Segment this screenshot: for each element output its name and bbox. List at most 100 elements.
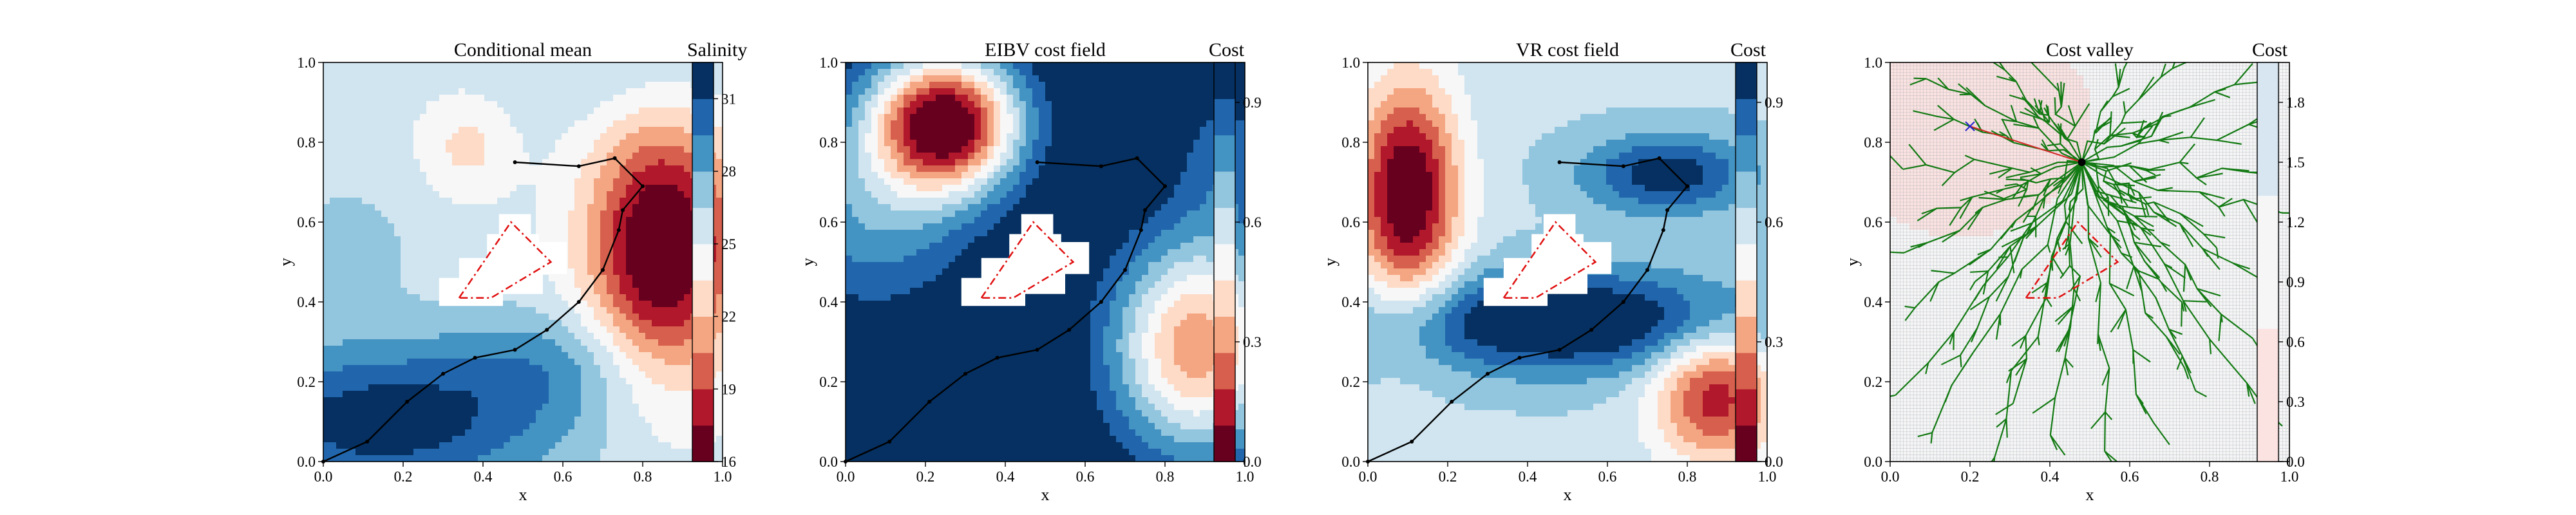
y-tick-label: 0.0: [1864, 454, 1882, 470]
colorbar-tick-label: 0.6: [2286, 334, 2305, 350]
y-tick-label: 0.6: [1864, 214, 1882, 230]
tree-twig: [1998, 167, 2013, 179]
colorbar-swatch: [1736, 207, 1757, 245]
y-tick-label: 0.8: [297, 135, 316, 151]
colorbar-tick-label: 25: [721, 236, 736, 252]
tree-twig: [2095, 117, 2112, 134]
tree-twig: [2141, 227, 2155, 232]
tree-twig: [2112, 183, 2128, 207]
tree-twig: [2172, 62, 2176, 69]
y-tick-label: 0.4: [819, 294, 838, 310]
x-tick-label: 0.8: [634, 469, 652, 485]
tree-twig: [1998, 62, 2005, 71]
tree-branch: [1926, 78, 2083, 164]
tree-twig: [2024, 98, 2031, 107]
tree-twig: [2033, 98, 2040, 115]
x-tick-label: 0.8: [2201, 469, 2219, 485]
tree-twig: [1917, 207, 1938, 221]
tree-twig: [1941, 172, 1955, 187]
colorbar-swatch: [692, 207, 714, 245]
colorbar-tick-label: 0.9: [2286, 274, 2305, 290]
y-tick-label: 1.0: [1341, 55, 1360, 71]
tree-twig: [1959, 196, 1973, 220]
tree-twig: [2109, 111, 2112, 136]
path-waypoint: [365, 440, 370, 444]
path-waypoint: [612, 156, 617, 160]
tree-twig: [2184, 264, 2192, 281]
tree-twig: [2138, 192, 2146, 218]
obstacle-boundary: [1502, 221, 1597, 299]
tree-twig: [2196, 173, 2223, 179]
tree-twig: [2024, 108, 2046, 122]
tree-twig: [2005, 178, 2029, 182]
tree-branch: [2081, 84, 2235, 163]
tree-branch: [2081, 68, 2125, 163]
path-waypoint: [1410, 440, 1414, 444]
path-waypoint: [1517, 355, 1522, 360]
tree-twig: [1904, 305, 1915, 309]
panel-title: Cost valley: [2046, 39, 2134, 61]
x-tick-label: 0.2: [394, 469, 413, 485]
tree-twig: [2052, 127, 2061, 135]
tree-twig: [1930, 433, 1933, 444]
path-waypoint: [1135, 156, 1139, 160]
path-waypoint: [1665, 208, 1669, 212]
colorbar-swatch: [1736, 280, 1757, 317]
tree-twig: [2008, 77, 2017, 82]
tree-twig: [2117, 309, 2126, 330]
path-waypoint: [1685, 184, 1689, 189]
y-tick-label: 1.0: [297, 55, 316, 71]
path-waypoint: [1123, 268, 1127, 272]
path-waypoint: [1486, 371, 1490, 376]
path-waypoint: [963, 371, 967, 376]
tree-twig: [2058, 330, 2070, 353]
path-waypoint: [1035, 348, 1039, 352]
tree-twig: [2067, 105, 2076, 127]
tree-twig: [2005, 370, 2012, 384]
tree-twig: [2001, 233, 2027, 248]
tree-branch: [1903, 162, 2083, 254]
tree-twig: [2104, 450, 2118, 462]
tree-twig: [2070, 276, 2081, 292]
tree-twig: [1974, 285, 1984, 301]
tree-twig: [2088, 238, 2102, 258]
tree-twig: [2183, 367, 2190, 380]
tree-twig: [2172, 62, 2188, 70]
colorbar-tick-label: 28: [721, 164, 736, 180]
y-tick-label: 0.2: [1864, 374, 1882, 390]
path-waypoint: [1099, 300, 1103, 304]
tree-twig: [1995, 276, 2009, 302]
tree-twig: [1940, 354, 1961, 366]
path-waypoint: [1645, 268, 1649, 272]
path-waypoint: [513, 348, 517, 352]
tree-twig: [2060, 123, 2062, 144]
tree-twig: [2057, 178, 2065, 194]
tree-twig: [2103, 180, 2125, 196]
tree-twig: [2199, 191, 2208, 196]
tree-twig: [2054, 304, 2075, 323]
tree-twig: [1996, 246, 2011, 269]
tree-twig: [1991, 456, 1996, 462]
tree-twig: [2134, 215, 2158, 218]
tree-twig: [2138, 270, 2160, 281]
tree-branch: [2081, 68, 2174, 163]
tree-twig: [1995, 314, 2002, 340]
next-waypoint-marker: [1965, 121, 1975, 131]
tree-twig: [2136, 135, 2146, 138]
colorbar-swatch: [692, 62, 714, 99]
colorbar-swatch: [1214, 316, 1235, 353]
colorbar-swatch: [692, 280, 714, 317]
tree-twig: [1942, 230, 1960, 243]
tree-twig: [2218, 198, 2233, 208]
tree-twig: [2166, 336, 2181, 355]
tree-twig: [2000, 220, 2016, 240]
tree-twig: [2179, 223, 2194, 247]
tree-twig: [2214, 88, 2226, 93]
tree-twig: [2032, 397, 2056, 414]
colorbar-frame: [1213, 62, 1236, 462]
tree-twig: [2160, 241, 2170, 247]
tree-twig: [1937, 104, 1955, 120]
x-tick-label: 0.0: [314, 469, 333, 485]
tree-twig: [1937, 77, 1949, 90]
